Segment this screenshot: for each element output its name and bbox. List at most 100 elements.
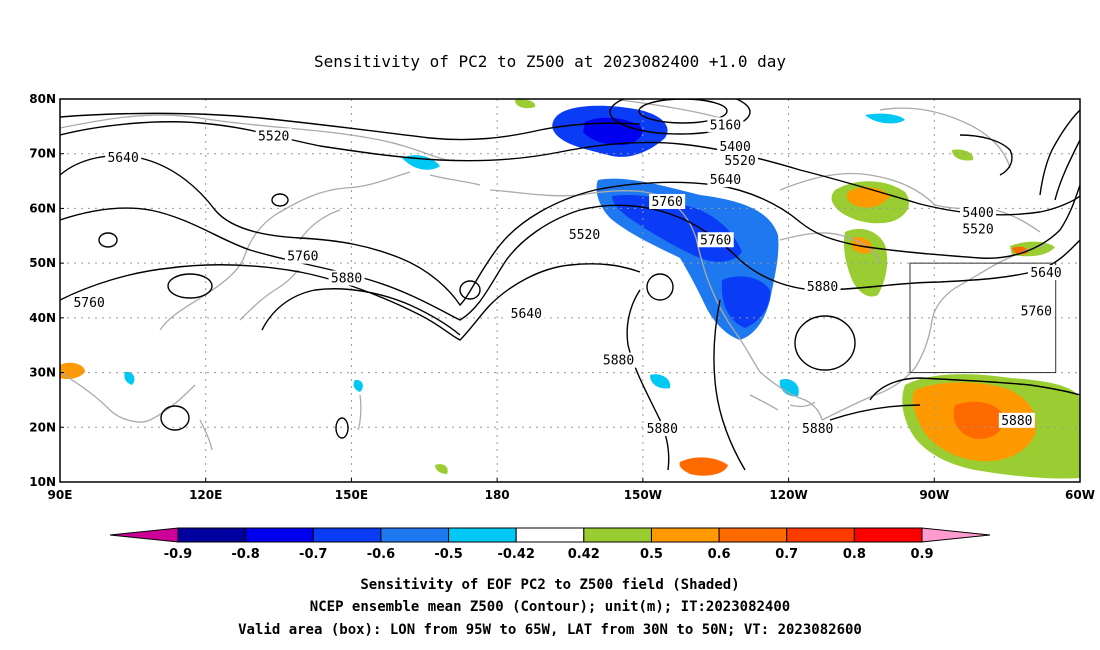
svg-text:5400: 5400 (962, 206, 993, 221)
contour-label: 5520 (255, 128, 292, 144)
footer-line-2: NCEP ensemble mean Z500 (Contour); unit(… (310, 599, 790, 615)
shade-positive-gulf-blob (679, 457, 728, 476)
svg-text:5760: 5760 (287, 250, 318, 265)
svg-text:5760: 5760 (73, 296, 104, 311)
colorbar-label: -0.42 (497, 547, 534, 562)
colorbar-swatch (380, 527, 450, 543)
lon-tick-label: 180 (485, 488, 510, 502)
shade-positive-atlantic-hot (953, 401, 1005, 439)
svg-text:5640: 5640 (107, 151, 138, 166)
svg-text:5880: 5880 (1001, 414, 1032, 429)
plot-title: Sensitivity of PC2 to Z500 at 2023082400… (314, 52, 786, 71)
svg-text:5160: 5160 (710, 118, 741, 133)
footer-line-3: Valid area (box): LON from 95W to 65W, L… (238, 622, 862, 638)
z500-contours (60, 99, 1080, 471)
contour-label: 5520 (566, 226, 603, 243)
contour-label: 5760 (697, 232, 734, 248)
colorbar-swatch (177, 527, 247, 543)
colorbar-swatch (853, 527, 923, 543)
contour-label: 5880 (328, 270, 365, 287)
colorbar-low-extend (109, 527, 179, 543)
colorbar-label: 0.6 (708, 547, 731, 562)
contour-label: 5520 (960, 221, 996, 237)
shade-negative-blob-4 (779, 378, 799, 397)
contour-label: 5160 (707, 117, 744, 133)
shade-positive-pacific-blob (435, 464, 448, 474)
lon-tick-label: 90W (919, 488, 949, 502)
lat-tick-label: 20N (29, 420, 56, 434)
contour-label: 5880 (644, 421, 681, 437)
shade-positive-west-edge (60, 362, 85, 380)
svg-text:5520: 5520 (258, 129, 289, 144)
lat-tick-labels: 10N 20N 30N 40N 50N 60N 70N 80N (29, 92, 64, 489)
lon-tick-label: 120E (189, 488, 222, 502)
shade-negative-blob-6 (353, 379, 363, 392)
contour-label: 5640 (707, 172, 744, 188)
colorbar-label: -0.9 (164, 547, 192, 562)
shade-positive-arctic-blob (515, 99, 536, 109)
contour-label: 5880 (600, 352, 637, 369)
svg-text:5520: 5520 (962, 222, 993, 237)
lon-tick-label: 120W (769, 488, 807, 502)
lat-tick-label: 80N (29, 92, 56, 106)
shade-negative-blob-3 (650, 374, 671, 389)
lon-tick-labels: 90E 120E 150E 180 150W 120W 90W 60W (48, 478, 1095, 502)
svg-text:5880: 5880 (802, 422, 833, 437)
svg-text:5640: 5640 (1030, 266, 1061, 281)
colorbar-swatch (650, 527, 720, 543)
contour-label: 5760 (1018, 303, 1055, 319)
shade-negative-arctic-core (583, 117, 643, 146)
lon-tick-label: 60W (1065, 488, 1095, 502)
colorbar-swatch (718, 527, 788, 543)
lat-tick-label: 50N (29, 256, 56, 270)
colorbar-swatch (515, 527, 585, 543)
lon-tick-label: 150E (335, 488, 368, 502)
contour-label: 5880 (804, 278, 841, 295)
lon-tick-label: 90E (48, 488, 73, 502)
svg-text:5880: 5880 (603, 354, 634, 369)
colorbar-label: -0.5 (434, 547, 462, 562)
lon-tick-label: 150W (624, 488, 662, 502)
lat-tick-label: 60N (29, 201, 56, 215)
svg-text:5880: 5880 (807, 280, 838, 295)
contour-label: 5400 (717, 139, 754, 155)
shade-negative-blob-2 (865, 113, 905, 124)
colorbar-swatch (583, 527, 652, 543)
contour-label: 5760 (284, 248, 321, 265)
colorbar-swatch (245, 527, 314, 543)
contour-label: 5640 (1028, 265, 1064, 281)
colorbar-label: -0.7 (299, 547, 327, 562)
svg-text:5640: 5640 (511, 307, 542, 322)
contour-label: 5400 (960, 204, 996, 221)
footer-line-1: Sensitivity of EOF PC2 to Z500 field (Sh… (360, 577, 739, 593)
colorbar: -0.9 -0.8 -0.7 -0.6 -0.5 -0.42 0.42 0.5 0.6 0.7 0.… (109, 527, 991, 562)
colorbar-label: 0.42 (568, 547, 600, 562)
shade-negative-blob-5 (124, 371, 135, 385)
contour-label: 5640 (508, 306, 545, 322)
colorbar-swatch (786, 527, 855, 543)
svg-text:5880: 5880 (331, 272, 362, 287)
svg-text:5520: 5520 (724, 154, 755, 169)
svg-text:5880: 5880 (647, 422, 678, 437)
svg-text:5760: 5760 (651, 195, 682, 210)
colorbar-swatch (312, 527, 382, 543)
svg-text:5760: 5760 (1021, 304, 1052, 319)
svg-text:5400: 5400 (719, 140, 750, 155)
colorbar-label: -0.8 (231, 547, 259, 562)
lat-tick-label: 30N (29, 366, 56, 380)
colorbar-label: 0.8 (843, 547, 866, 562)
valid-area-box (909, 262, 1057, 374)
svg-text:5640: 5640 (710, 173, 741, 188)
map-frame (59, 98, 1081, 483)
lat-tick-label: 10N (29, 475, 56, 489)
colorbar-label: 0.9 (910, 547, 933, 562)
lat-tick-label: 70N (29, 147, 56, 161)
contour-label: 5880 (799, 421, 836, 437)
contour-label: 5760 (649, 193, 686, 210)
coastlines (60, 99, 1046, 451)
contour-label: 5880 (998, 412, 1035, 429)
colorbar-swatch (448, 527, 517, 543)
contour-label: 5520 (722, 152, 758, 169)
